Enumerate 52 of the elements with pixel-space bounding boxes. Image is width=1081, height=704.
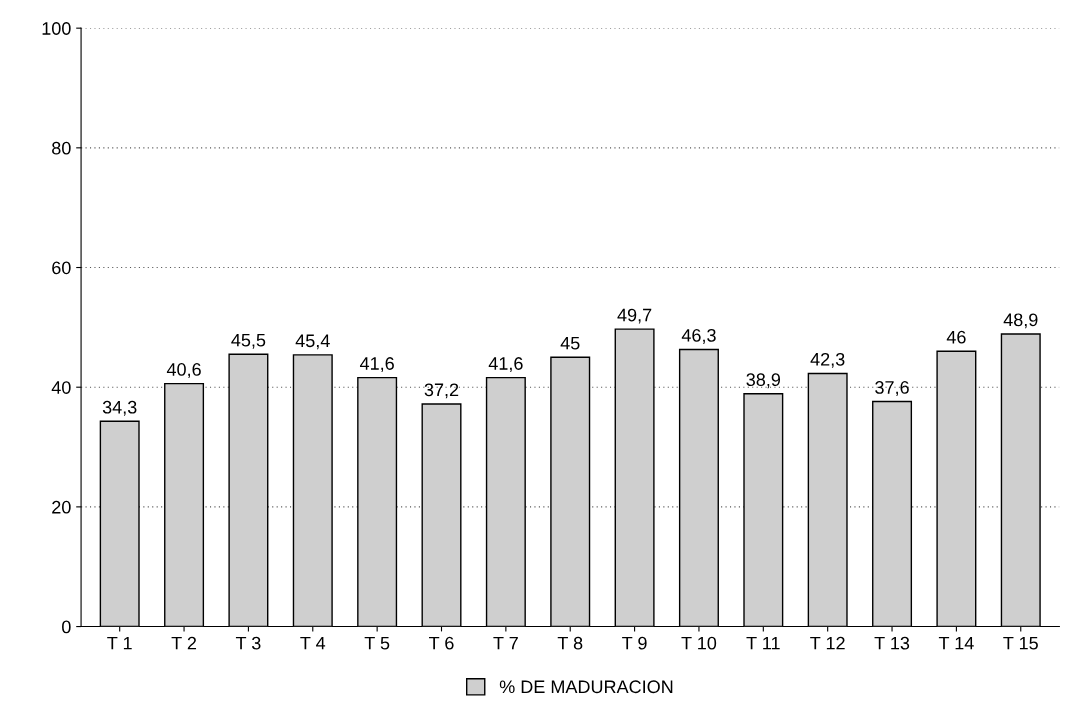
y-tick-label: 60 (52, 261, 71, 275)
y-tick-label: 40 (51, 381, 71, 394)
x-tick-label: T 2 (171, 636, 197, 650)
data-label: 38,9 (746, 373, 781, 389)
x-tick-label: T 12 (810, 636, 845, 650)
legend-label: % DE MADURACION (499, 680, 673, 694)
x-tick-label: T 14 (938, 636, 974, 650)
y-tick-label: 20 (52, 500, 71, 514)
bar (614, 328, 655, 627)
bar (99, 420, 140, 627)
x-tick-label: T 9 (622, 636, 647, 650)
x-tick-label: T 13 (874, 636, 910, 650)
x-tick-label: T 1 (107, 636, 132, 650)
bar (550, 356, 591, 627)
x-tick-label: T 10 (681, 636, 717, 650)
data-label: 37,2 (424, 383, 459, 399)
data-label: 42,3 (810, 352, 845, 368)
bar (743, 393, 784, 627)
data-label: 40,6 (166, 363, 201, 379)
y-tick-label: 80 (52, 141, 71, 155)
y-tick-label: 100 (42, 22, 71, 35)
bar (357, 376, 398, 627)
bar (1000, 333, 1041, 627)
bar (678, 348, 719, 627)
data-label: 34,3 (102, 400, 137, 416)
x-tick-label: T 5 (364, 636, 390, 650)
bar (228, 353, 269, 627)
bar (485, 376, 526, 627)
data-label: 45,4 (295, 334, 330, 350)
bar (872, 400, 913, 627)
data-label: 45 (560, 336, 580, 350)
x-tick-label: T 8 (557, 636, 583, 650)
data-label: 45,5 (231, 333, 266, 349)
x-tick-label: T 7 (493, 636, 518, 650)
bar (292, 354, 333, 627)
data-label: 49,7 (617, 308, 652, 324)
data-label: 48,9 (1003, 313, 1038, 329)
bar (421, 403, 462, 627)
y-tick-label: 0 (62, 620, 71, 634)
x-tick-label: T 6 (429, 636, 454, 650)
x-tick-label: T 15 (1003, 636, 1038, 650)
x-tick-label: T 3 (235, 636, 261, 650)
data-label: 46,3 (681, 328, 716, 344)
data-label: 46 (946, 330, 966, 344)
x-tick-label: T 4 (300, 636, 326, 650)
bar (936, 350, 977, 627)
x-tick-label: T 11 (746, 636, 780, 650)
data-label: 41,6 (359, 357, 394, 373)
data-label: 37,6 (875, 381, 909, 396)
data-label: 41,6 (488, 357, 523, 373)
bar (164, 382, 205, 627)
bar (807, 372, 848, 627)
